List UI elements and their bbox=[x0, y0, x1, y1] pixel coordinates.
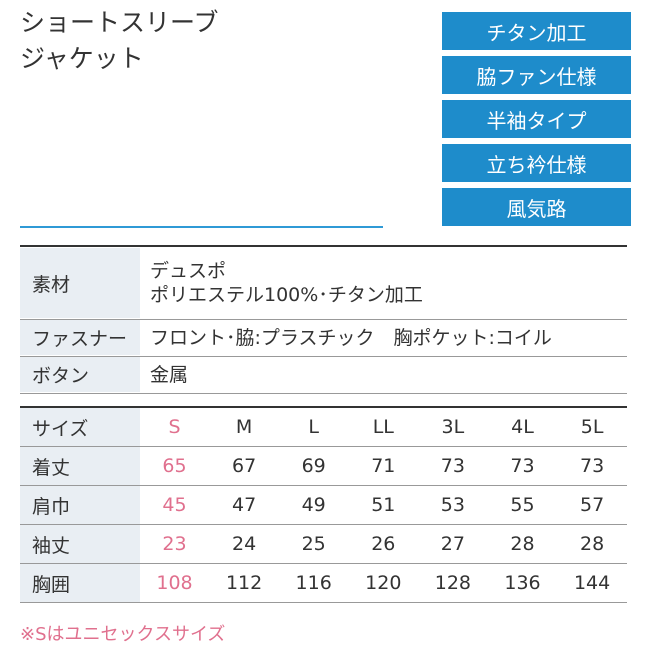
size-cell: 26 bbox=[371, 533, 396, 555]
spec-label: ボタン bbox=[20, 357, 140, 392]
row-line bbox=[20, 356, 627, 357]
row-line bbox=[20, 319, 627, 320]
table-top-line bbox=[20, 406, 627, 408]
size-cell: 116 bbox=[295, 572, 332, 594]
size-cell: 67 bbox=[232, 455, 257, 477]
row-line bbox=[20, 446, 627, 447]
row-line bbox=[20, 602, 627, 603]
row-line bbox=[20, 563, 627, 564]
row-line bbox=[20, 524, 627, 525]
size-cell: 108 bbox=[156, 572, 193, 594]
size-cell: 55 bbox=[510, 494, 535, 516]
size-cell: 112 bbox=[225, 572, 263, 594]
size-cell: 144 bbox=[573, 572, 611, 594]
size-cell: 53 bbox=[440, 494, 465, 516]
size-cell: M bbox=[235, 416, 253, 438]
size-cell: 73 bbox=[440, 455, 465, 477]
feature-badge: 風気路 bbox=[442, 188, 631, 226]
spec-label: ファスナー bbox=[20, 320, 140, 355]
size-label: サイズ bbox=[20, 408, 140, 446]
size-label: 着丈 bbox=[20, 447, 140, 485]
size-cell: S bbox=[168, 416, 181, 438]
title-line: ショートスリーブ bbox=[20, 8, 219, 37]
table-top-line bbox=[20, 245, 627, 247]
size-cell: 27 bbox=[440, 533, 465, 555]
size-cell: 45 bbox=[162, 494, 187, 516]
spec-value: 金属 bbox=[150, 357, 188, 392]
feature-badge: 脇ファン仕様 bbox=[442, 56, 631, 94]
row-line bbox=[20, 485, 627, 486]
footnote: ※Sはユニセックスサイズ bbox=[20, 624, 226, 645]
size-cell: L bbox=[308, 416, 319, 438]
size-cell: 120 bbox=[365, 572, 402, 594]
row-line bbox=[20, 393, 627, 394]
spec-value-line: デュスポ bbox=[150, 260, 227, 282]
size-cell: LL bbox=[372, 416, 394, 438]
size-cell: 73 bbox=[580, 455, 605, 477]
size-label: 袖丈 bbox=[20, 525, 140, 563]
size-label: 胸囲 bbox=[20, 564, 140, 602]
size-cell: 71 bbox=[371, 455, 396, 477]
size-cell: 57 bbox=[580, 494, 605, 516]
spec-label: 素材 bbox=[20, 248, 140, 318]
size-cell: 3L bbox=[441, 416, 465, 438]
size-cell: 25 bbox=[301, 533, 326, 555]
size-cell: 28 bbox=[510, 533, 535, 555]
feature-badge: 半袖タイプ bbox=[442, 100, 631, 138]
feature-badge: 立ち衿仕様 bbox=[442, 144, 631, 182]
spec-value-line: 金属 bbox=[150, 363, 189, 386]
size-cell: 5L bbox=[580, 416, 604, 438]
size-cell: 69 bbox=[301, 455, 326, 477]
size-cell: 24 bbox=[232, 533, 257, 555]
size-label: 肩巾 bbox=[20, 486, 140, 524]
size-cell: 47 bbox=[232, 494, 257, 516]
spec-value: デュスポ ポリエステル100%･チタン加工 bbox=[150, 248, 423, 318]
size-cell: 73 bbox=[510, 455, 535, 477]
title-rule bbox=[20, 226, 383, 228]
feature-badge: チタン加工 bbox=[442, 12, 631, 50]
size-cell: 49 bbox=[301, 494, 326, 516]
spec-value-line: フロント･脇:プラスチック 胸ポケット:コイル bbox=[150, 326, 552, 349]
size-cell: 23 bbox=[162, 533, 187, 555]
title-line: ジャケット bbox=[20, 44, 144, 73]
size-cell: 28 bbox=[580, 533, 605, 555]
size-cell: 136 bbox=[504, 572, 541, 594]
size-cell: 128 bbox=[434, 572, 472, 594]
spec-value-line: ポリエステル100%･チタン加工 bbox=[150, 284, 423, 306]
spec-value: フロント･脇:プラスチック 胸ポケット:コイル bbox=[150, 320, 552, 355]
size-cell: 4L bbox=[511, 416, 534, 438]
size-cell: 65 bbox=[162, 455, 187, 477]
size-cell: 51 bbox=[371, 494, 396, 516]
